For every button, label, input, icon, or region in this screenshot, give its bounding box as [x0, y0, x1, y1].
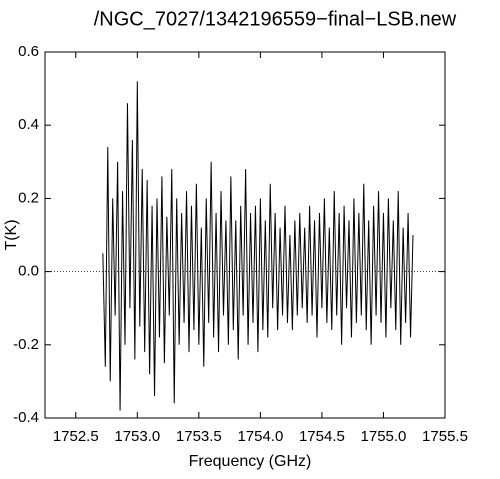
y-tick-label: 0.6	[18, 43, 39, 60]
y-tick-label: 0.2	[18, 189, 39, 206]
x-tick-label: 1753.5	[176, 428, 222, 445]
x-axis-label: Frequency (GHz)	[189, 453, 312, 470]
x-tick-label: 1752.5	[53, 428, 99, 445]
y-tick-label: -0.4	[13, 409, 39, 426]
x-tick-label: 1754.0	[237, 428, 283, 445]
chart-title: /NGC_7027/1342196559−final−LSB.new	[94, 8, 457, 30]
spectrum-line	[102, 81, 414, 411]
x-tick-label: 1753.0	[114, 428, 160, 445]
y-tick-label: 0.0	[18, 263, 39, 280]
y-axis-label: T(K)	[3, 219, 20, 250]
x-tick-label: 1754.5	[299, 428, 345, 445]
x-tick-label: 1755.5	[422, 428, 468, 445]
y-tick-label: 0.4	[18, 116, 39, 133]
plot-frame	[44, 51, 446, 419]
y-tick-label: -0.2	[13, 336, 39, 353]
x-tick-label: 1755.0	[361, 428, 407, 445]
